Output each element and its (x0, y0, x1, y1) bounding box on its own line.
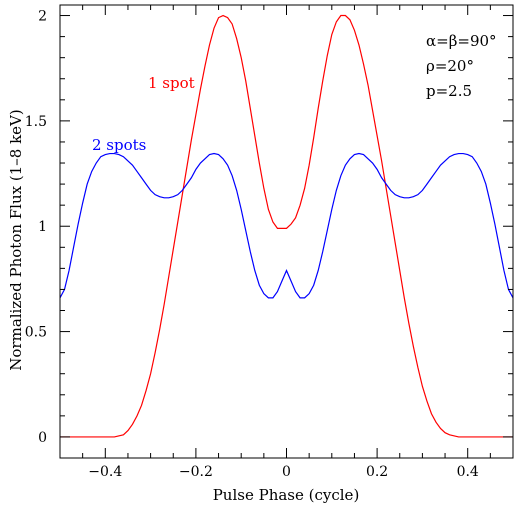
param-p: p=2.5 (426, 82, 472, 100)
series-label-1-spot: 1 spot (148, 74, 195, 92)
y-tick-label: 1 (38, 219, 47, 235)
series-line-2-spots (59, 152, 514, 299)
x-tick-label: 0 (282, 464, 291, 480)
x-tick-label: −0.4 (88, 464, 122, 480)
y-tick-label: 0 (38, 430, 47, 446)
series-line-1-spot (60, 14, 513, 438)
ticks-layer (59, 5, 514, 459)
x-tick-label: 0.2 (366, 464, 388, 480)
y-tick-label: 0.5 (25, 325, 47, 341)
series-label-2-spots: 2 spots (92, 136, 146, 154)
param-alpha-beta: α=β=90° (426, 32, 497, 50)
x-tick-label: 0.4 (457, 464, 479, 480)
x-axis-label: Pulse Phase (cycle) (213, 486, 360, 504)
y-tick-label: 1.5 (25, 114, 47, 130)
series-layer (59, 14, 514, 438)
labels-layer: −0.4 −0.2 0 0.2 0.4 0 0.5 1 1.5 2 (25, 9, 479, 480)
y-tick-label: 2 (38, 9, 47, 25)
param-rho: ρ=20° (426, 57, 474, 75)
x-tick-label: −0.2 (179, 464, 213, 480)
y-axis-label: Normalized Photon Flux (1–8 keV) (7, 109, 25, 370)
